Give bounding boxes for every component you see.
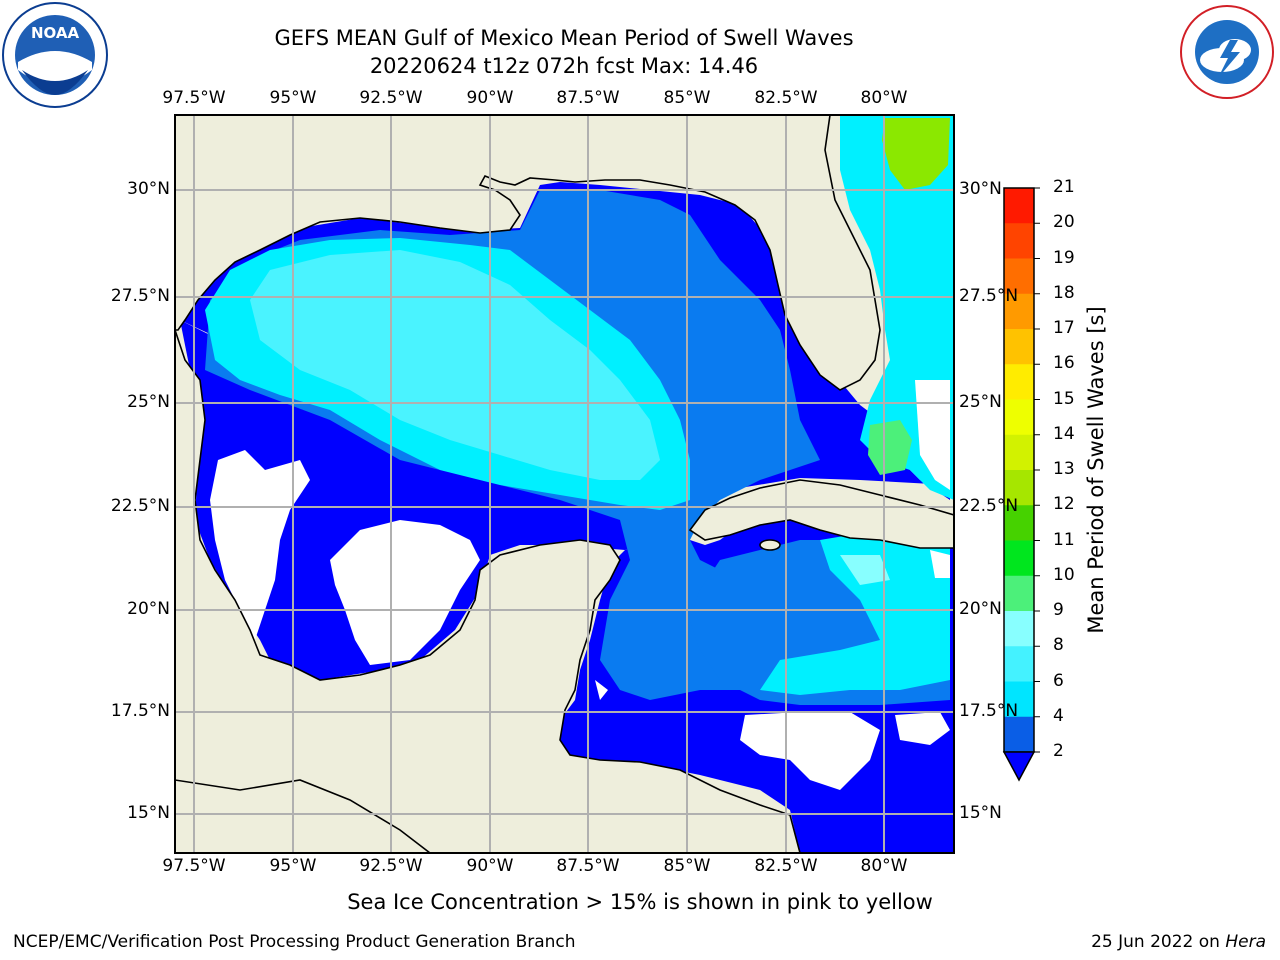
colorbar-tick-label: 11 xyxy=(1053,529,1075,550)
lon-label-top: 90°W xyxy=(466,88,514,108)
contour-band-9-12-atlantic xyxy=(882,118,950,190)
colorbar-swatch xyxy=(1004,646,1034,682)
date-text: 25 Jun 2022 on xyxy=(1091,932,1220,952)
gridlines xyxy=(175,115,954,853)
colorbar-tick-label: 14 xyxy=(1053,423,1075,444)
lon-label-top: 82.5°W xyxy=(754,88,818,108)
land-mexico xyxy=(175,329,801,853)
noaa-logo-text: NOAA xyxy=(31,24,80,42)
colorbar-tick-label: 4 xyxy=(1053,705,1064,726)
colorbar-tick-label: 12 xyxy=(1053,494,1075,515)
colorbar-tick-label: 10 xyxy=(1053,564,1075,585)
lon-label-bottom: 80°W xyxy=(860,856,908,876)
colorbar-swatch xyxy=(1004,505,1034,541)
colorbar-swatch xyxy=(1004,223,1034,259)
contour-band-9-10-bahamas xyxy=(868,420,912,475)
land-north-america xyxy=(175,115,881,391)
colorbar-swatch xyxy=(1004,293,1034,330)
colorbar-tick-label: 21 xyxy=(1053,177,1075,197)
colorbar-tick-label: 18 xyxy=(1053,282,1075,303)
lat-label-right: 22.5°N xyxy=(959,496,1019,516)
chart-subtitle: 20220624 t12z 072h fcst Max: 14.46 xyxy=(369,54,759,78)
lon-label-bottom: 92.5°W xyxy=(359,856,423,876)
lon-label-bottom: 97.5°W xyxy=(162,856,226,876)
lat-label-left: 25°N xyxy=(127,392,170,412)
colorbar-tick-label: 20 xyxy=(1053,212,1075,233)
colorbar-tick-label: 16 xyxy=(1053,353,1075,374)
lon-label-top: 97.5°W xyxy=(162,88,226,108)
lon-label-bottom: 87.5°W xyxy=(556,856,620,876)
lon-label-top: 92.5°W xyxy=(359,88,423,108)
noaa-logo: NOAA xyxy=(2,2,108,108)
colorbar-swatch xyxy=(1004,188,1034,224)
map-area xyxy=(175,115,954,853)
colorbar-swatch xyxy=(1004,716,1034,753)
contour-band-6-8 xyxy=(250,250,660,480)
lat-label-right: 25°N xyxy=(959,392,1002,412)
lon-label-top: 85°W xyxy=(663,88,711,108)
no-data-areas xyxy=(210,380,950,790)
contour-band-6-8-carib xyxy=(840,555,890,585)
nws-logo xyxy=(1180,5,1274,99)
lat-label-left: 22.5°N xyxy=(110,496,170,516)
lat-label-left: 27.5°N xyxy=(110,286,170,306)
lon-label-top: 80°W xyxy=(860,88,908,108)
contour-band-4-6-east xyxy=(760,530,950,695)
lat-label-right: 30°N xyxy=(959,179,1002,199)
lon-label-bottom: 82.5°W xyxy=(754,856,818,876)
colorbar-swatch xyxy=(1004,399,1034,436)
colorbar-swatch xyxy=(1004,681,1034,718)
colorbar-swatch xyxy=(1004,575,1034,612)
colorbar-swatch xyxy=(1004,329,1034,365)
generation-date: 25 Jun 2022 on Hera xyxy=(1091,932,1266,952)
colorbar-swatch xyxy=(1004,540,1034,577)
colorbar-swatch xyxy=(1004,611,1034,647)
lon-label-bottom: 90°W xyxy=(466,856,514,876)
colorbar-extend-min xyxy=(1002,751,1036,782)
colorbar-tick-label: 9 xyxy=(1053,600,1064,620)
colorbar xyxy=(1002,187,1040,782)
map-frame xyxy=(174,114,955,854)
lon-label-bottom: 85°W xyxy=(663,856,711,876)
lat-label-right: 27.5°N xyxy=(959,286,1019,306)
colorbar-swatch xyxy=(1004,470,1034,506)
lat-label-right: 17.5°N xyxy=(959,701,1019,721)
lat-label-left: 15°N xyxy=(127,803,170,823)
colorbar-tick-label: 15 xyxy=(1053,388,1075,409)
lat-label-right: 20°N xyxy=(959,599,1002,619)
coastlines xyxy=(175,115,954,853)
colorbar-tick-label: 17 xyxy=(1053,318,1075,338)
colorbar-tick-label: 2 xyxy=(1053,741,1064,761)
lat-label-right: 15°N xyxy=(959,803,1002,823)
land-cuba xyxy=(688,479,954,549)
host-name: Hera xyxy=(1225,932,1266,952)
lon-label-bottom: 95°W xyxy=(269,856,317,876)
lat-label-left: 20°N xyxy=(127,599,170,619)
credit-text: NCEP/EMC/Verification Post Processing Pr… xyxy=(13,932,576,952)
colorbar-label: Mean Period of Swell Waves [s] xyxy=(1084,306,1108,634)
lat-label-left: 30°N xyxy=(127,179,170,199)
colorbar-tick-label: 19 xyxy=(1053,247,1075,268)
lon-label-top: 95°W xyxy=(269,88,317,108)
chart-title: GEFS MEAN Gulf of Mexico Mean Period of … xyxy=(274,26,854,50)
colorbar-swatch xyxy=(1004,434,1034,471)
lat-label-left: 17.5°N xyxy=(110,701,170,721)
colorbar-tick-label: 13 xyxy=(1053,459,1075,479)
footnote: Sea Ice Concentration > 15% is shown in … xyxy=(347,890,933,914)
colorbar-tick-label: 6 xyxy=(1053,670,1064,691)
colorbar-swatch xyxy=(1004,364,1034,400)
colorbar-swatch xyxy=(1004,258,1034,295)
lon-label-top: 87.5°W xyxy=(556,88,620,108)
colorbar-tick-label: 8 xyxy=(1053,635,1064,656)
